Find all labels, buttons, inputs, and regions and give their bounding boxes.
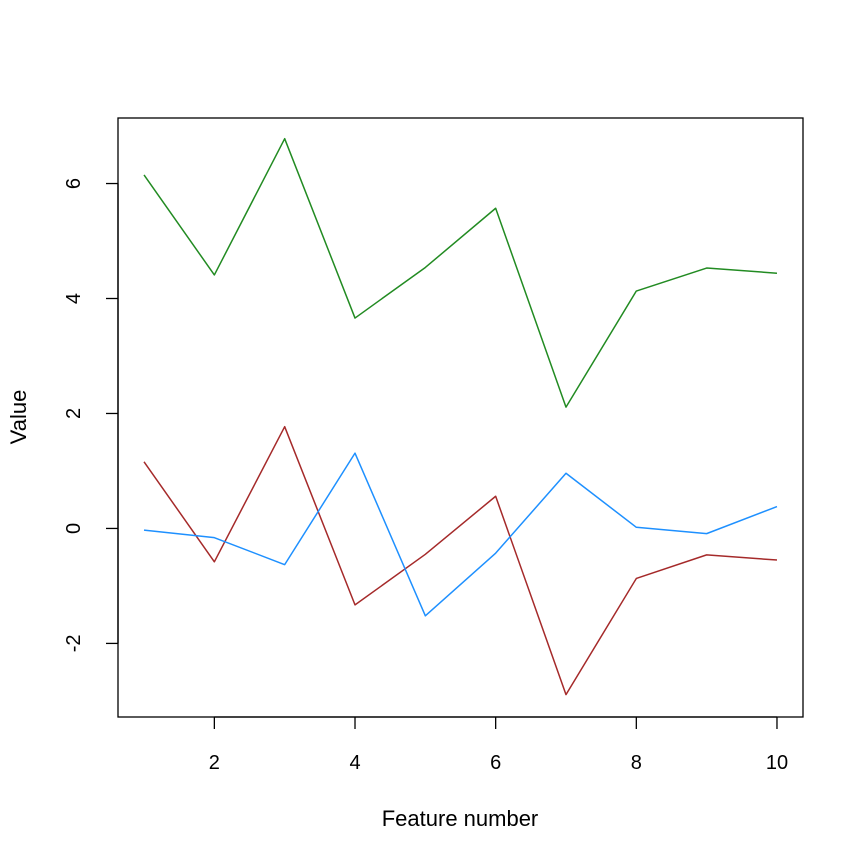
x-axis: 2 4 6 8 10 xyxy=(209,716,788,774)
x-tick-label: 2 xyxy=(209,752,220,774)
series-line-3 xyxy=(143,452,778,617)
x-tick-label: 10 xyxy=(766,752,788,774)
series-layer xyxy=(143,137,778,696)
x-tick-label: 4 xyxy=(349,752,360,774)
x-axis-title: Feature number xyxy=(382,806,539,831)
series-line-1 xyxy=(143,137,778,408)
y-tick-label: 6 xyxy=(63,178,85,189)
y-tick-label: 2 xyxy=(63,408,85,419)
y-axis: -2 0 2 4 6 xyxy=(63,178,119,653)
y-tick-label: -2 xyxy=(63,635,85,653)
y-tick-label: 0 xyxy=(63,523,85,534)
x-tick-label: 8 xyxy=(631,752,642,774)
series-line-2 xyxy=(143,425,778,696)
x-tick-label: 6 xyxy=(490,752,501,774)
y-axis-title: Value xyxy=(6,390,31,445)
y-tick-label: 4 xyxy=(63,293,85,304)
